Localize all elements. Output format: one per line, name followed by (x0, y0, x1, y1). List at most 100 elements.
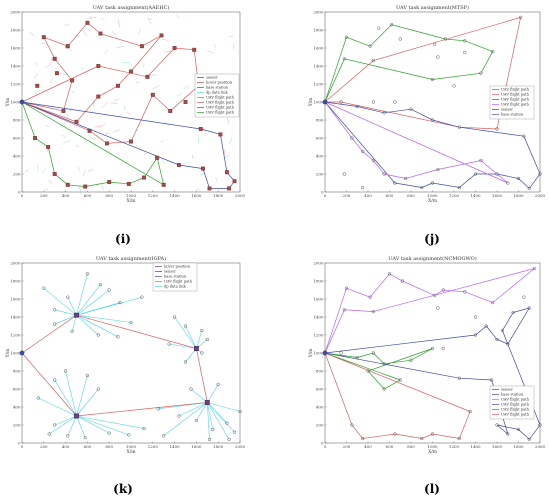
sensor-marker (398, 37, 402, 41)
sensor-marker (491, 49, 495, 54)
sensor-marker (368, 44, 372, 48)
uav-flight-path (21, 314, 208, 417)
sensor-marker (436, 306, 440, 310)
sensor-marker (70, 329, 74, 334)
sensor-marker (382, 387, 386, 391)
sensor-marker (361, 436, 365, 441)
x-tick-label: 1200 (148, 193, 159, 198)
x-tick-label: 800 (105, 193, 113, 198)
data-link-mark (111, 31, 116, 36)
sensor-marker (200, 351, 204, 355)
sensor-marker (538, 172, 542, 176)
sensor-marker (473, 333, 478, 337)
y-tick-label: 200 (316, 422, 324, 427)
data-link-mark (24, 169, 29, 172)
data-link-mark (71, 90, 75, 94)
sensor-marker (519, 15, 523, 20)
sensor-marker (420, 436, 424, 441)
data-link-mark (113, 129, 120, 133)
sensor-marker (177, 163, 181, 167)
y-tick-label: 1800 (10, 278, 21, 283)
hover-position-marker (41, 35, 46, 40)
data-link-mark (139, 176, 142, 181)
sensor-marker (443, 37, 448, 41)
chart-title: UAV task assignment(MTSP) (396, 4, 469, 11)
sensor-marker (490, 378, 494, 382)
data-link-mark (102, 101, 108, 108)
y-axis-label: Y/m (5, 97, 11, 107)
sensor-marker (342, 172, 346, 176)
chart-title: UAV task assignment(AAEHC) (93, 4, 170, 11)
sensor-marker (183, 100, 188, 104)
x-tick-label: 2000 (535, 193, 546, 198)
x-tick-label: 1400 (470, 444, 481, 449)
y-tick-label: 1800 (10, 27, 21, 32)
data-link-mark (232, 43, 235, 50)
hover-position-marker (85, 20, 90, 25)
sensor-marker (194, 418, 199, 423)
sensor-marker (506, 342, 510, 346)
sensor-marker (207, 437, 212, 442)
sensor-marker (506, 181, 510, 185)
sensor-marker (430, 77, 435, 82)
hover-position-marker (207, 186, 212, 191)
sensor-marker (430, 118, 435, 122)
x-tick-label: 1800 (513, 193, 524, 198)
y-axis-label: Y/m (308, 97, 314, 107)
sensor-marker (53, 308, 57, 312)
legend-entry: dp data link (206, 91, 229, 95)
data-link-mark (215, 177, 218, 181)
x-tick-label: 600 (84, 444, 92, 449)
data-link-mark (59, 72, 68, 76)
hover-position-marker (115, 83, 120, 88)
sensor-marker (36, 396, 40, 400)
sensor-marker (98, 31, 103, 36)
sensor-marker (63, 369, 68, 373)
y-tick-label: 2000 (10, 9, 21, 14)
data-link-line (76, 314, 119, 338)
sensor-marker (156, 407, 160, 411)
sensor-marker (522, 134, 526, 138)
data-link-line (71, 315, 77, 332)
sensor-marker (538, 423, 542, 427)
sensor-marker (127, 433, 131, 437)
data-link-mark (79, 186, 81, 195)
sensor-marker (457, 436, 462, 441)
sensor-marker (484, 324, 488, 328)
x-tick-label: 1000 (126, 444, 137, 449)
sensor-marker (172, 315, 177, 319)
legend-entry: UAV flight path (501, 398, 530, 402)
sensor-marker (85, 373, 90, 378)
sensor-marker (522, 295, 526, 299)
sensor-marker (151, 93, 155, 97)
legend-entry: base station (501, 113, 524, 117)
x-tick-label: 200 (343, 193, 351, 198)
hover-position-marker (96, 94, 101, 99)
data-link-mark (29, 32, 34, 36)
hover-position-marker (74, 312, 79, 318)
sensor-marker (342, 57, 346, 61)
sensor-marker (404, 176, 408, 181)
data-link-mark (37, 164, 39, 171)
sensor-marker (227, 437, 231, 442)
sensor-marker (400, 279, 405, 283)
chart-panel-i: UAV task assignment(AAEHC) 0 200 400 600 800 1… (5, 4, 246, 204)
sensor-marker (66, 44, 70, 48)
hover-position-marker (35, 83, 40, 88)
x-tick-label: 1800 (513, 444, 524, 449)
legend-entry: sensor (501, 108, 513, 112)
sensor-marker (527, 186, 531, 191)
sensor-marker (61, 109, 66, 113)
legend-entry: base station (501, 393, 524, 397)
hover-position-marker (70, 78, 75, 83)
sensor-marker (495, 423, 499, 427)
hover-position-marker (46, 145, 51, 149)
sensor-marker (342, 308, 346, 312)
data-link-line (76, 415, 145, 429)
data-link-line (76, 273, 88, 316)
hover-position-marker (200, 166, 205, 171)
y-tick-label: 1000 (10, 99, 21, 104)
sensor-marker (98, 282, 103, 287)
data-link-mark (117, 19, 120, 28)
sensor-marker (441, 346, 445, 351)
